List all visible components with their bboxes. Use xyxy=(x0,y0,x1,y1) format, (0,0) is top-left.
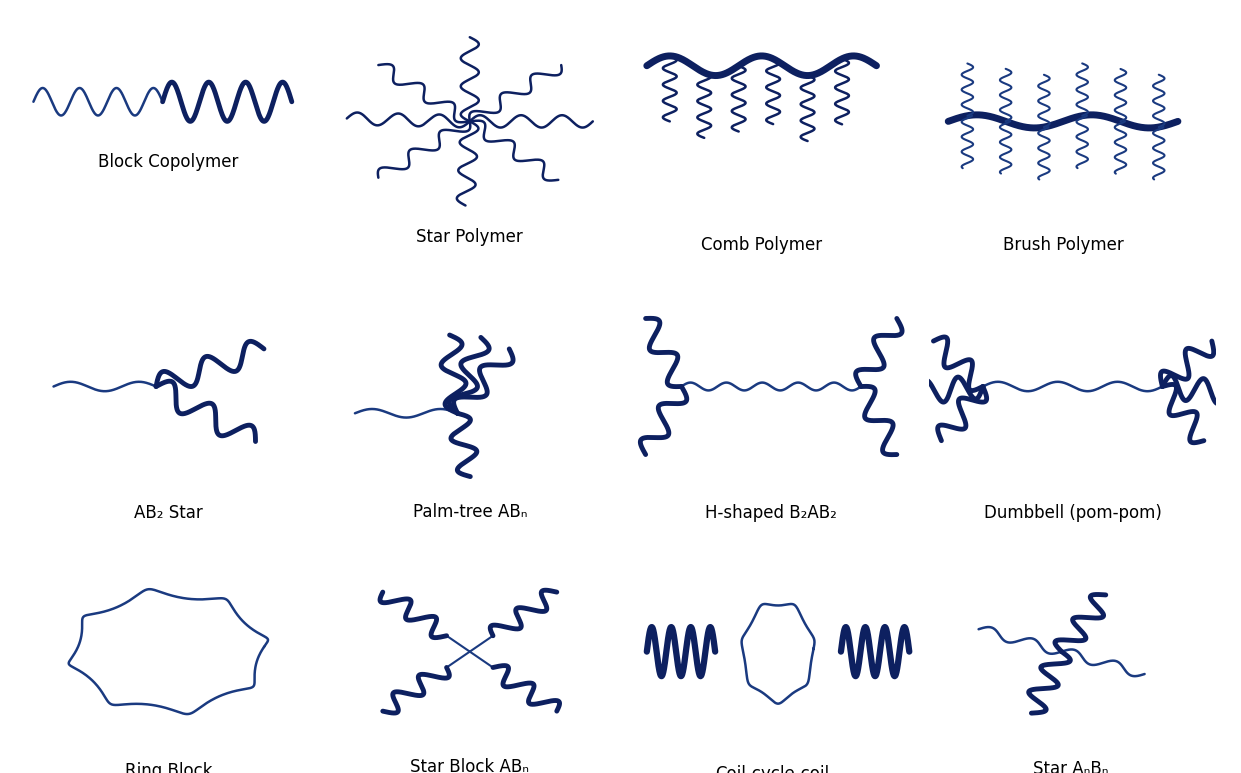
Text: Dumbbell (pom-pom): Dumbbell (pom-pom) xyxy=(984,504,1162,523)
Text: Palm-tree ABₙ: Palm-tree ABₙ xyxy=(412,502,527,520)
Text: Brush Polymer: Brush Polymer xyxy=(1003,236,1123,254)
Text: Coil-cycle-coil: Coil-cycle-coil xyxy=(716,764,830,773)
Text: Star AₙBₙ: Star AₙBₙ xyxy=(1033,760,1108,773)
Text: H-shaped B₂AB₂: H-shaped B₂AB₂ xyxy=(705,504,838,523)
Text: Comb Polymer: Comb Polymer xyxy=(701,236,823,254)
Text: Ring Block: Ring Block xyxy=(124,761,212,773)
Text: Block Copolymer: Block Copolymer xyxy=(98,153,238,171)
Text: AB₂ Star: AB₂ Star xyxy=(134,504,202,523)
Text: Star Block ABₙ: Star Block ABₙ xyxy=(411,758,529,773)
Text: Star Polymer: Star Polymer xyxy=(417,228,524,246)
